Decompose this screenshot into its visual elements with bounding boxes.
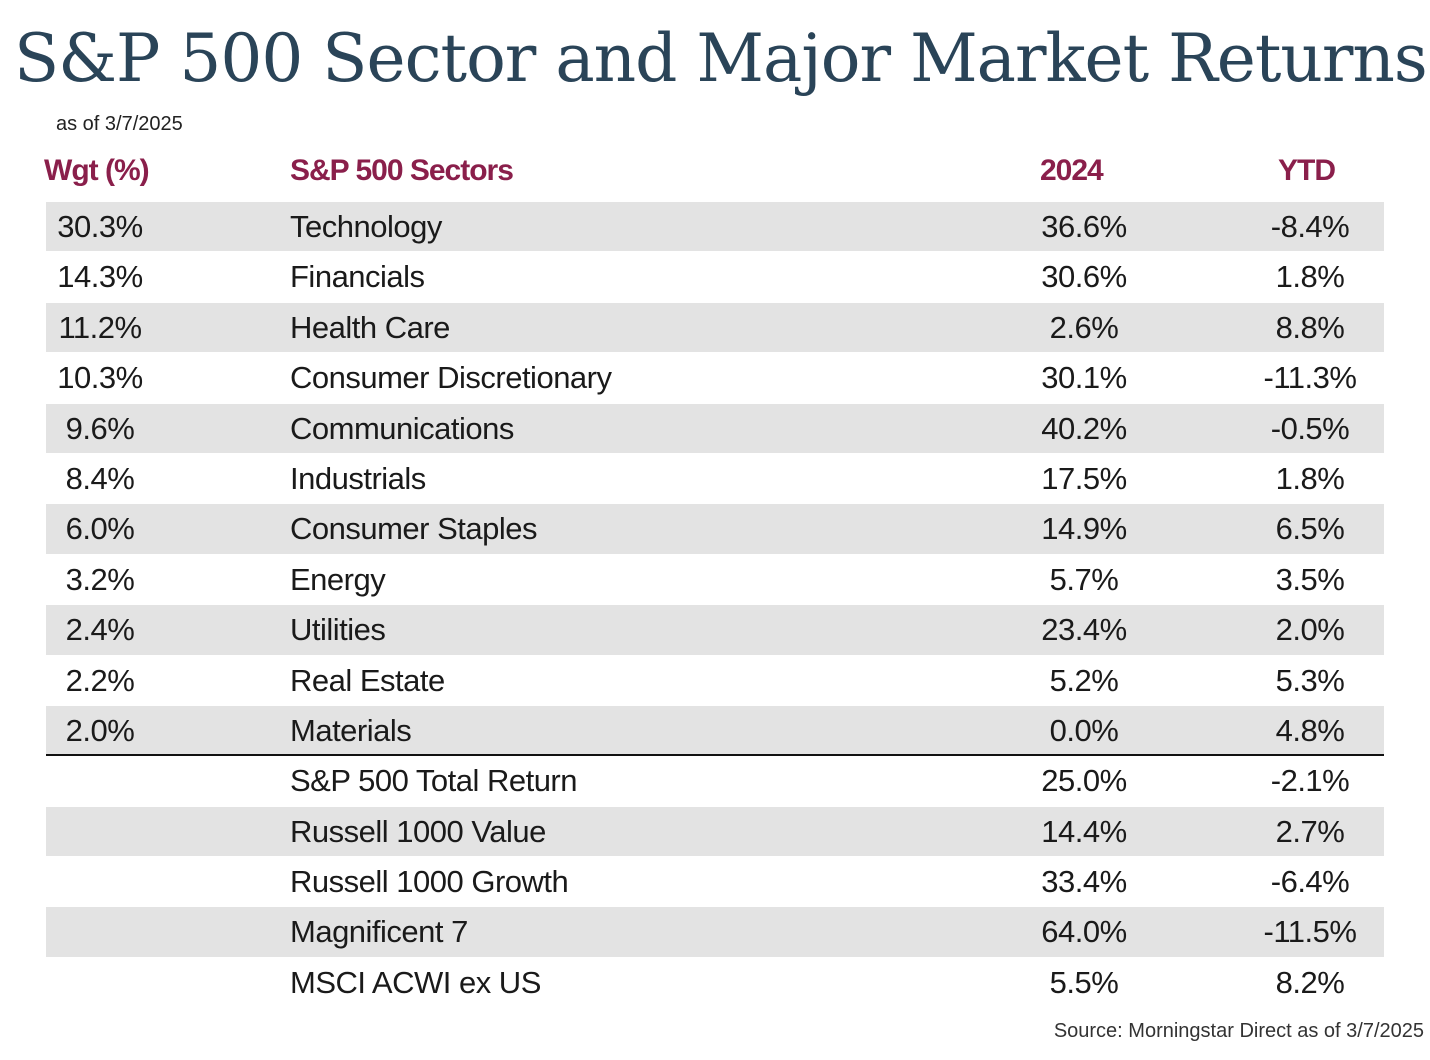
header-ytd: YTD bbox=[1278, 154, 1336, 187]
return-2024-cell: 5.5% bbox=[1049, 964, 1119, 1000]
name-cell: Financials bbox=[290, 259, 425, 295]
weight-cell: 9.6% bbox=[65, 410, 135, 446]
sector-row: 3.2% Energy 5.7% 3.5% bbox=[46, 555, 1384, 606]
return-2024-cell: 30.1% bbox=[1041, 360, 1127, 396]
return-ytd-cell: -2.1% bbox=[1270, 763, 1350, 799]
return-2024-cell: 14.4% bbox=[1041, 813, 1127, 849]
return-ytd-cell: -6.4% bbox=[1270, 864, 1350, 900]
return-ytd-cell: 8.2% bbox=[1275, 964, 1345, 1000]
return-2024-cell: 23.4% bbox=[1041, 612, 1127, 648]
weight-cell: 6.0% bbox=[65, 511, 135, 547]
weight-cell: 3.2% bbox=[65, 561, 135, 597]
return-ytd-cell: 8.8% bbox=[1275, 309, 1345, 345]
return-2024-cell: 33.4% bbox=[1041, 864, 1127, 900]
weight-cell: 8.4% bbox=[65, 460, 135, 496]
name-cell: Health Care bbox=[290, 309, 450, 345]
name-cell: MSCI ACWI ex US bbox=[290, 964, 541, 1000]
weight-cell: 10.3% bbox=[57, 360, 143, 396]
market-row: S&P 500 Total Return 25.0% -2.1% bbox=[46, 756, 1384, 807]
name-cell: Energy bbox=[290, 561, 386, 597]
return-ytd-cell: -0.5% bbox=[1270, 410, 1350, 446]
as-of-date: as of 3/7/2025 bbox=[56, 113, 183, 135]
return-2024-cell: 0.0% bbox=[1049, 712, 1119, 748]
header-2024: 2024 bbox=[1040, 154, 1104, 187]
sector-row: 2.0% Materials 0.0% 4.8% bbox=[46, 705, 1384, 757]
sector-row: 9.6% Communications 40.2% -0.5% bbox=[46, 403, 1384, 454]
return-ytd-cell: 2.7% bbox=[1275, 813, 1345, 849]
return-2024-cell: 14.9% bbox=[1041, 511, 1127, 547]
name-cell: Technology bbox=[290, 209, 442, 244]
name-cell: Materials bbox=[290, 712, 412, 748]
sector-row: 11.2% Health Care 2.6% 8.8% bbox=[46, 302, 1384, 354]
return-2024-cell: 64.0% bbox=[1041, 914, 1127, 950]
market-row: MSCI ACWI ex US 5.5% 8.2% bbox=[46, 958, 1384, 1009]
market-row: Russell 1000 Value 14.4% 2.7% bbox=[46, 806, 1384, 858]
return-2024-cell: 36.6% bbox=[1041, 209, 1127, 244]
name-cell: S&P 500 Total Return bbox=[290, 763, 578, 799]
return-2024-cell: 25.0% bbox=[1041, 763, 1127, 799]
market-row: Russell 1000 Growth 33.4% -6.4% bbox=[46, 857, 1384, 908]
name-cell: Consumer Staples bbox=[290, 511, 538, 547]
weight-cell: 2.4% bbox=[65, 612, 135, 648]
sector-row: 6.0% Consumer Staples 14.9% 6.5% bbox=[46, 504, 1384, 555]
return-ytd-cell: -8.4% bbox=[1270, 209, 1350, 244]
return-ytd-cell: 6.5% bbox=[1275, 511, 1345, 547]
name-cell: Industrials bbox=[290, 460, 426, 496]
weight-cell: 11.2% bbox=[58, 309, 142, 345]
weight-cell: 30.3% bbox=[57, 209, 143, 244]
weight-cell: 14.3% bbox=[57, 259, 143, 295]
header-sectors: S&P 500 Sectors bbox=[290, 154, 514, 187]
returns-table: 30.3% Technology 36.6% -8.4% 14.3% Financials… bbox=[46, 202, 1384, 1009]
weight-cell: 2.2% bbox=[65, 662, 135, 698]
sector-row: 2.2% Real Estate 5.2% 5.3% bbox=[46, 656, 1384, 706]
return-ytd-cell: 3.5% bbox=[1275, 561, 1345, 597]
return-2024-cell: 5.7% bbox=[1049, 561, 1119, 597]
return-2024-cell: 30.6% bbox=[1041, 259, 1127, 295]
name-cell: Real Estate bbox=[290, 662, 445, 698]
name-cell: Utilities bbox=[290, 612, 386, 648]
name-cell: Russell 1000 Value bbox=[290, 813, 546, 849]
source-note: Source: Morningstar Direct as of 3/7/202… bbox=[1053, 1020, 1424, 1042]
name-cell: Russell 1000 Growth bbox=[290, 864, 569, 900]
sector-row: 10.3% Consumer Discretionary 30.1% -11.3% bbox=[46, 353, 1384, 404]
sector-row: 14.3% Financials 30.6% 1.8% bbox=[46, 252, 1384, 303]
return-2024-cell: 17.5% bbox=[1041, 460, 1127, 496]
return-ytd-cell: -11.3% bbox=[1263, 360, 1357, 396]
weight-cell: 2.0% bbox=[65, 712, 135, 748]
name-cell: Consumer Discretionary bbox=[290, 360, 612, 396]
market-row: Magnificent 7 64.0% -11.5% bbox=[46, 907, 1384, 958]
return-2024-cell: 40.2% bbox=[1041, 410, 1127, 446]
return-ytd-cell: 5.3% bbox=[1275, 662, 1345, 698]
return-ytd-cell: 1.8% bbox=[1275, 259, 1345, 295]
sector-row: 8.4% Industrials 17.5% 1.8% bbox=[46, 454, 1384, 505]
header-weight: Wgt (%) bbox=[44, 154, 150, 187]
return-ytd-cell: 4.8% bbox=[1275, 712, 1345, 748]
return-ytd-cell: 1.8% bbox=[1275, 460, 1345, 496]
sector-row: 30.3% Technology 36.6% -8.4% bbox=[46, 202, 1384, 253]
return-2024-cell: 2.6% bbox=[1049, 309, 1119, 345]
return-2024-cell: 5.2% bbox=[1049, 662, 1119, 698]
name-cell: Communications bbox=[290, 410, 514, 446]
name-cell: Magnificent 7 bbox=[290, 914, 468, 950]
sector-row: 2.4% Utilities 23.4% 2.0% bbox=[46, 605, 1384, 656]
return-ytd-cell: 2.0% bbox=[1275, 612, 1345, 648]
page-title: S&P 500 Sector and Major Market Returns bbox=[14, 20, 1428, 97]
return-ytd-cell: -11.5% bbox=[1263, 914, 1357, 950]
